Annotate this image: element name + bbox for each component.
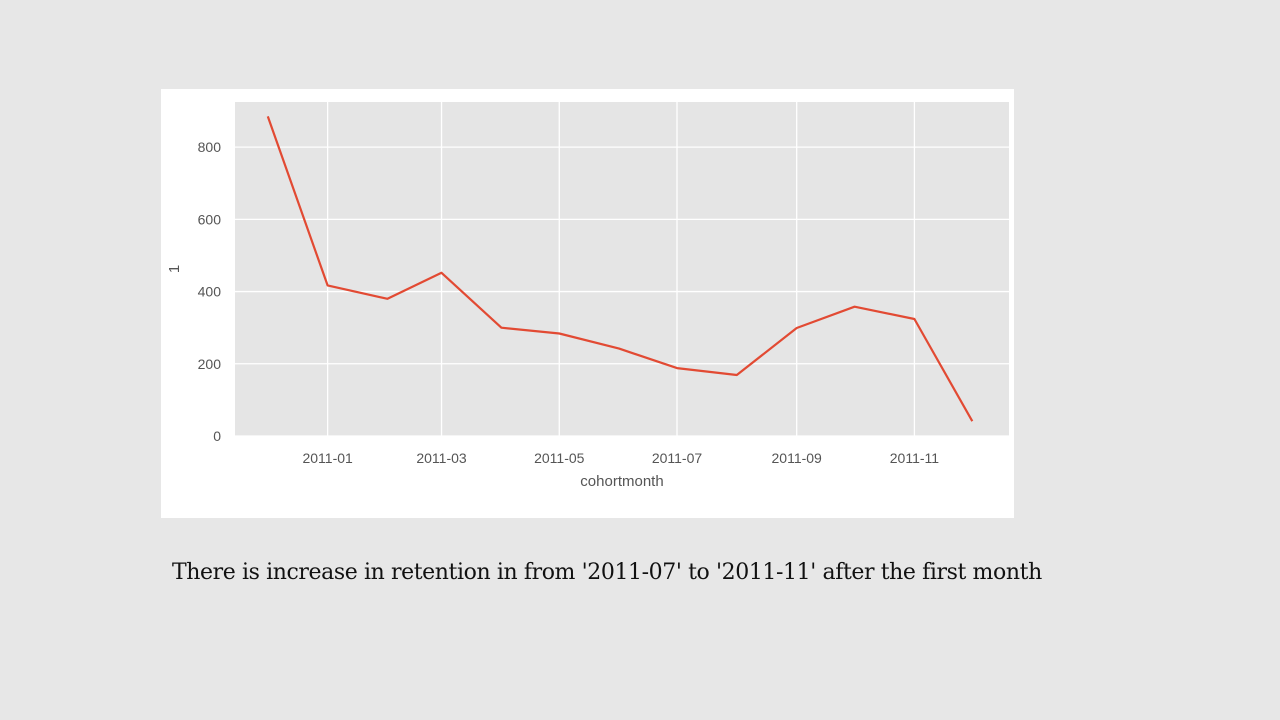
x-tick-label: 2011-05 (534, 450, 585, 466)
y-tick-label: 400 (198, 284, 222, 300)
series-line (266, 116, 974, 422)
y-tick-label: 800 (198, 139, 222, 155)
chart-card: 0 200 400 600 800 2011-01 2011-03 2011-05 2011-0… (161, 89, 1014, 518)
y-tick-label: 0 (213, 428, 221, 444)
x-tick-label: 2011-09 (772, 450, 823, 466)
slide-caption: There is increase in retention in from '… (172, 560, 1042, 585)
plot-area (235, 102, 1009, 436)
line-chart: 0 200 400 600 800 2011-01 2011-03 2011-05 2011-0… (166, 102, 1009, 490)
x-tick-label: 2011-07 (652, 450, 703, 466)
x-axis-label: cohortmonth (580, 473, 663, 490)
y-axis-label: 1 (166, 265, 183, 273)
x-tick-label: 2011-01 (302, 450, 353, 466)
x-tick-label: 2011-11 (890, 450, 940, 466)
x-tick-label: 2011-03 (416, 450, 467, 466)
y-tick-label: 200 (198, 356, 222, 372)
y-tick-label: 600 (198, 211, 222, 227)
